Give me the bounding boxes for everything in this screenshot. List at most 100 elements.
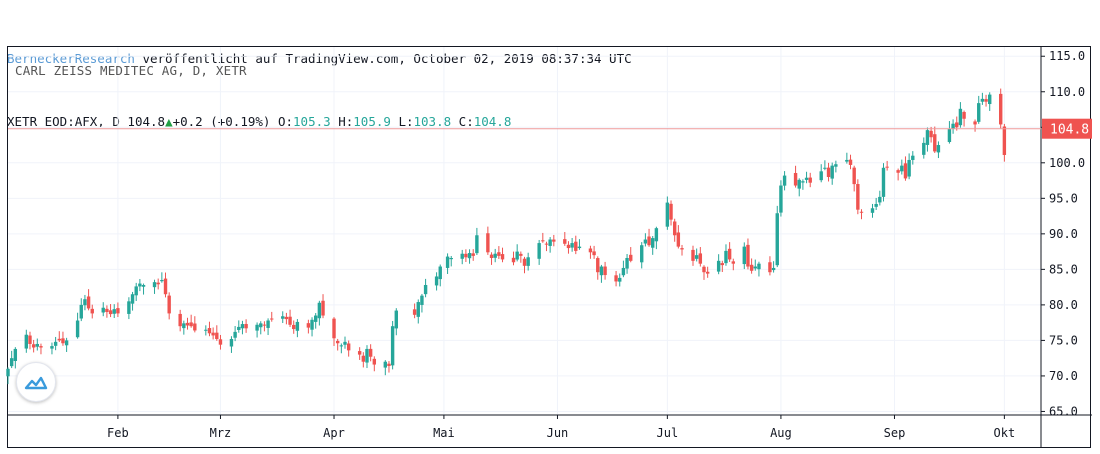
candle-body bbox=[368, 348, 373, 357]
open-value: 105.3 bbox=[293, 114, 331, 129]
candle-body bbox=[588, 248, 593, 253]
candle-body bbox=[618, 277, 622, 282]
candle-body bbox=[768, 262, 772, 273]
candle-body bbox=[984, 99, 988, 102]
last-price-tag bbox=[1042, 118, 1092, 139]
author-link[interactable]: BerneckerResearch bbox=[7, 51, 135, 66]
candle-body bbox=[420, 295, 424, 305]
candle-body bbox=[9, 358, 14, 367]
candle-body bbox=[138, 283, 142, 287]
candle-body bbox=[1002, 126, 1007, 155]
candle-body bbox=[134, 286, 138, 296]
candle-body bbox=[680, 248, 684, 250]
candle-body bbox=[640, 245, 644, 263]
candle-body bbox=[603, 266, 607, 276]
candle-body bbox=[823, 167, 827, 169]
candle-body bbox=[237, 326, 241, 330]
candle-body bbox=[951, 123, 955, 129]
candle-body bbox=[178, 313, 182, 327]
candle-body bbox=[383, 361, 388, 368]
candle-body bbox=[35, 343, 40, 347]
candle-body bbox=[500, 254, 505, 260]
candle-body bbox=[112, 309, 116, 314]
x-tick-label: Feb bbox=[107, 426, 129, 440]
candle-body bbox=[900, 165, 904, 172]
candle-body bbox=[757, 263, 761, 270]
candle-body bbox=[522, 258, 527, 266]
candle-body bbox=[90, 308, 94, 314]
high-value: 105.9 bbox=[353, 114, 391, 129]
candle-body bbox=[643, 239, 648, 244]
candle-body bbox=[599, 266, 604, 276]
candle-body bbox=[163, 278, 168, 295]
candle-body bbox=[596, 258, 600, 273]
candle-body bbox=[552, 239, 556, 242]
candle-body bbox=[434, 276, 439, 286]
candle-body bbox=[464, 253, 468, 258]
candle-body bbox=[903, 163, 908, 179]
candle-body bbox=[295, 321, 300, 331]
candle-body bbox=[423, 284, 428, 295]
candle-body bbox=[185, 322, 190, 326]
candle-body bbox=[731, 261, 735, 264]
candle-body bbox=[292, 324, 296, 330]
x-tick-label: Okt bbox=[994, 426, 1016, 440]
candle-body bbox=[189, 322, 193, 327]
candle-body bbox=[749, 264, 754, 271]
candle-body bbox=[24, 334, 29, 349]
candle-body bbox=[896, 170, 900, 173]
candle-body bbox=[211, 332, 215, 336]
candle-body bbox=[182, 323, 186, 329]
candle-body bbox=[156, 282, 160, 285]
candle-body bbox=[753, 266, 757, 269]
candle-body bbox=[346, 343, 351, 351]
candle-body bbox=[911, 155, 915, 160]
candle-body bbox=[31, 344, 36, 348]
candle-body bbox=[281, 316, 285, 319]
chart-frame[interactable] bbox=[7, 46, 1091, 448]
candle-body bbox=[830, 165, 834, 179]
candle-body bbox=[471, 253, 475, 256]
candle-body bbox=[544, 243, 549, 245]
candle-body bbox=[511, 257, 516, 263]
candle-body bbox=[167, 295, 171, 314]
candle-body bbox=[229, 338, 234, 347]
close-label: C: bbox=[458, 114, 474, 129]
candle-body bbox=[856, 184, 860, 210]
candle-body bbox=[621, 267, 626, 276]
candle-body bbox=[255, 324, 259, 331]
tradingview-logo-icon[interactable] bbox=[16, 362, 56, 402]
candle-body bbox=[885, 166, 889, 168]
x-tick-label: Sep bbox=[884, 426, 906, 440]
candle-body bbox=[808, 177, 812, 183]
candle-body bbox=[537, 243, 541, 259]
candle-body bbox=[130, 294, 135, 304]
candle-body bbox=[357, 351, 362, 355]
candle-body bbox=[207, 328, 212, 334]
publish-line: BerneckerResearch veröffentlicht auf Tra… bbox=[7, 48, 632, 69]
candle-body bbox=[288, 316, 292, 325]
candle-body bbox=[577, 246, 582, 249]
candle-body bbox=[654, 228, 659, 242]
candle-body bbox=[412, 309, 417, 315]
candle-body bbox=[493, 253, 497, 258]
candle-body bbox=[204, 329, 208, 331]
candle-body bbox=[343, 341, 347, 345]
x-tick-label: Mrz bbox=[210, 426, 232, 440]
candle-body bbox=[335, 340, 340, 344]
candle-body bbox=[859, 211, 864, 213]
candle-body bbox=[845, 159, 849, 162]
candle-body bbox=[742, 246, 746, 265]
candle-body bbox=[819, 171, 823, 181]
change-text: +0.2 (+0.19%) bbox=[172, 114, 271, 129]
candle-body bbox=[193, 323, 197, 331]
candle-body bbox=[50, 346, 54, 349]
candle-body bbox=[372, 358, 377, 365]
candle-body bbox=[705, 271, 710, 274]
candle-body bbox=[665, 202, 670, 227]
candle-body bbox=[702, 266, 706, 273]
candle-body bbox=[105, 308, 109, 312]
symbol-text: XETR_EOD:AFX, D bbox=[7, 114, 120, 129]
candle-body bbox=[489, 254, 494, 258]
